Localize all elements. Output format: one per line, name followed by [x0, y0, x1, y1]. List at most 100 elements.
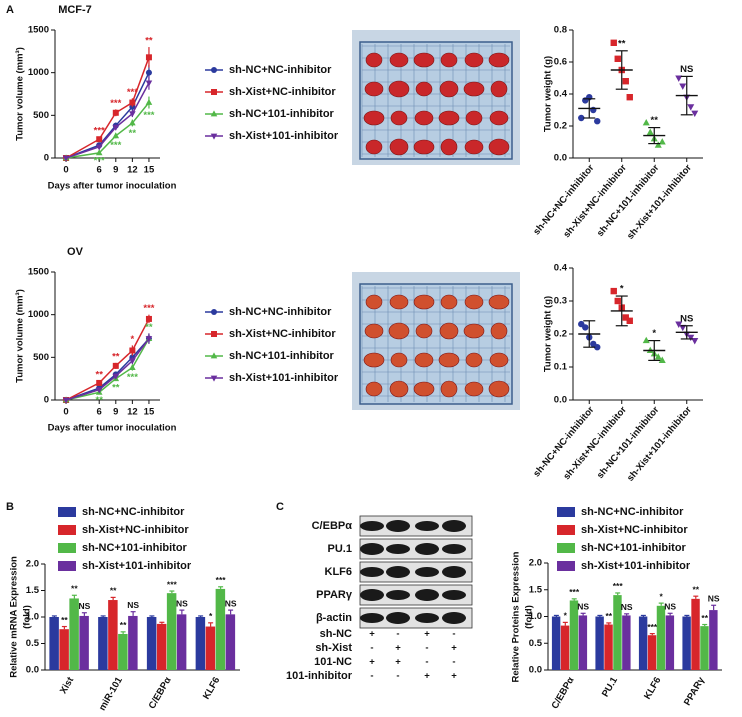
data-point	[691, 338, 699, 345]
significance: *	[652, 328, 656, 339]
significance: **	[129, 128, 137, 139]
blot-signal	[386, 590, 410, 600]
legend-label: sh-Xist+101-inhibitor	[229, 372, 339, 384]
tumor	[365, 139, 383, 155]
data-point	[578, 114, 585, 122]
blot-label: β-actin	[316, 612, 352, 624]
condition-sign: +	[424, 629, 430, 640]
y-tick-label: 0.5	[529, 638, 543, 649]
condition-sign: +	[395, 643, 401, 654]
x-tick-label: sh-Xist+NC-inhibitor	[561, 162, 629, 240]
significance: **	[145, 322, 153, 333]
tumor	[439, 80, 459, 98]
tumor	[489, 352, 509, 368]
series-line	[65, 57, 150, 159]
bar	[569, 600, 579, 670]
condition-sign: -	[425, 643, 428, 654]
significance: ***	[110, 140, 121, 151]
bar	[613, 595, 622, 670]
tumor	[490, 80, 508, 98]
data-point	[614, 55, 621, 62]
data-point	[112, 109, 119, 116]
data-point	[594, 344, 601, 351]
blot-signal	[386, 544, 410, 554]
legend-label: sh-Xist+101-inhibitor	[581, 560, 691, 572]
significance: NS	[680, 313, 693, 324]
tumor	[438, 110, 460, 126]
condition-sign: +	[451, 671, 457, 682]
legend-label: sh-Xist+NC-inhibitor	[581, 524, 688, 536]
condition-label: sh-NC	[320, 628, 352, 640]
y-tick-label: 1500	[28, 267, 49, 278]
tumor	[439, 322, 459, 340]
y-tick-label: 1.0	[26, 612, 39, 623]
x-tick-label: 9	[113, 165, 118, 176]
x-tick-label: PU.1	[600, 675, 620, 699]
legend-marker	[211, 309, 217, 315]
significance: **	[110, 586, 117, 596]
legend-label: sh-NC+NC-inhibitor	[581, 506, 684, 518]
significance: NS	[78, 601, 90, 611]
x-tick-label: Xist	[58, 675, 77, 696]
significance: **	[701, 613, 708, 623]
bar	[225, 614, 236, 670]
blot-label: KLF6	[325, 566, 353, 578]
tumor	[488, 138, 510, 156]
significance: ***	[216, 575, 227, 585]
legend-marker	[210, 133, 218, 140]
legend-marker	[211, 67, 217, 73]
tumor	[488, 294, 510, 310]
blot-signal	[360, 613, 384, 623]
significance: ***	[569, 587, 580, 597]
tumor	[413, 381, 435, 397]
blot-signal	[442, 544, 466, 554]
blot-signal	[360, 567, 384, 577]
legend-swatch	[557, 525, 575, 535]
bar	[118, 633, 128, 670]
significance: ***	[110, 98, 121, 109]
blot-signal	[415, 613, 439, 623]
y-tick-label: 0.1	[554, 362, 568, 373]
y-tick-label: 0.8	[554, 25, 567, 36]
significance: *	[620, 284, 624, 295]
bar	[195, 617, 206, 670]
data-point	[679, 324, 687, 332]
condition-sign: -	[370, 671, 373, 682]
data-point	[96, 136, 103, 143]
blot-signal	[442, 590, 466, 600]
legend-label: sh-Xist+101-inhibitor	[82, 560, 192, 572]
bar	[176, 614, 187, 670]
x-tick-label: 12	[127, 165, 138, 176]
significance: NS	[680, 64, 693, 75]
y-axis-label: Tumor volume (mm³)	[15, 289, 26, 383]
panel-label: B	[6, 501, 14, 513]
x-tick-label: miR-101	[97, 675, 125, 713]
data-point	[658, 356, 666, 363]
tumor	[465, 110, 483, 126]
x-tick-label: sh-Xist+101-inhibitor	[625, 162, 694, 241]
y-axis-label: (fold)	[22, 605, 33, 629]
tumor	[464, 139, 484, 155]
tumor	[415, 81, 433, 97]
legend-swatch	[557, 507, 575, 517]
legend-label: sh-NC+101-inhibitor	[581, 542, 687, 554]
legend-label: sh-NC+NC-inhibitor	[82, 506, 185, 518]
legend-swatch	[557, 561, 575, 571]
tumor	[413, 52, 435, 68]
bar	[578, 615, 588, 670]
x-tick-label: sh-NC+101-inhibitor	[595, 404, 662, 481]
tumor	[390, 352, 408, 368]
tumor	[414, 110, 434, 126]
x-tick-label: 0	[63, 407, 68, 418]
significance: NS	[708, 594, 720, 604]
significance: NS	[176, 598, 188, 608]
significance: **	[120, 620, 127, 630]
significance: **	[96, 369, 104, 380]
y-axis-label: Tumor weight (g)	[543, 56, 554, 132]
y-tick-label: 0.2	[554, 121, 567, 132]
y-tick-label: 0.0	[26, 665, 39, 676]
legend-label: sh-NC+101-inhibitor	[229, 108, 335, 120]
significance: ***	[127, 87, 138, 98]
significance: ***	[613, 581, 624, 591]
blot-signal	[415, 521, 439, 531]
